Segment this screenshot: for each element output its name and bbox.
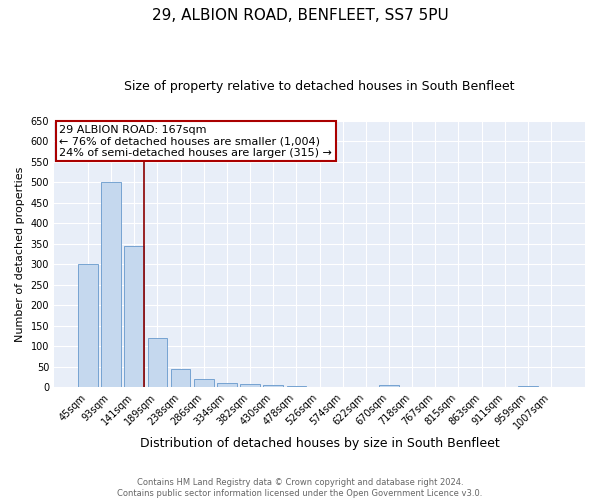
Bar xyxy=(379,386,399,388)
Bar xyxy=(240,384,260,388)
Y-axis label: Number of detached properties: Number of detached properties xyxy=(15,166,25,342)
Bar xyxy=(78,264,98,388)
Text: 29 ALBION ROAD: 167sqm
← 76% of detached houses are smaller (1,004)
24% of semi-: 29 ALBION ROAD: 167sqm ← 76% of detached… xyxy=(59,124,332,158)
Bar xyxy=(287,386,306,388)
Text: Contains HM Land Registry data © Crown copyright and database right 2024.
Contai: Contains HM Land Registry data © Crown c… xyxy=(118,478,482,498)
Bar xyxy=(263,386,283,388)
Bar xyxy=(148,338,167,388)
Bar xyxy=(101,182,121,388)
Title: Size of property relative to detached houses in South Benfleet: Size of property relative to detached ho… xyxy=(124,80,515,93)
X-axis label: Distribution of detached houses by size in South Benfleet: Distribution of detached houses by size … xyxy=(140,437,499,450)
Text: 29, ALBION ROAD, BENFLEET, SS7 5PU: 29, ALBION ROAD, BENFLEET, SS7 5PU xyxy=(152,8,448,22)
Bar xyxy=(518,386,538,388)
Bar xyxy=(310,386,329,388)
Bar xyxy=(217,384,237,388)
Bar xyxy=(171,369,190,388)
Bar xyxy=(194,379,214,388)
Bar xyxy=(124,246,144,388)
